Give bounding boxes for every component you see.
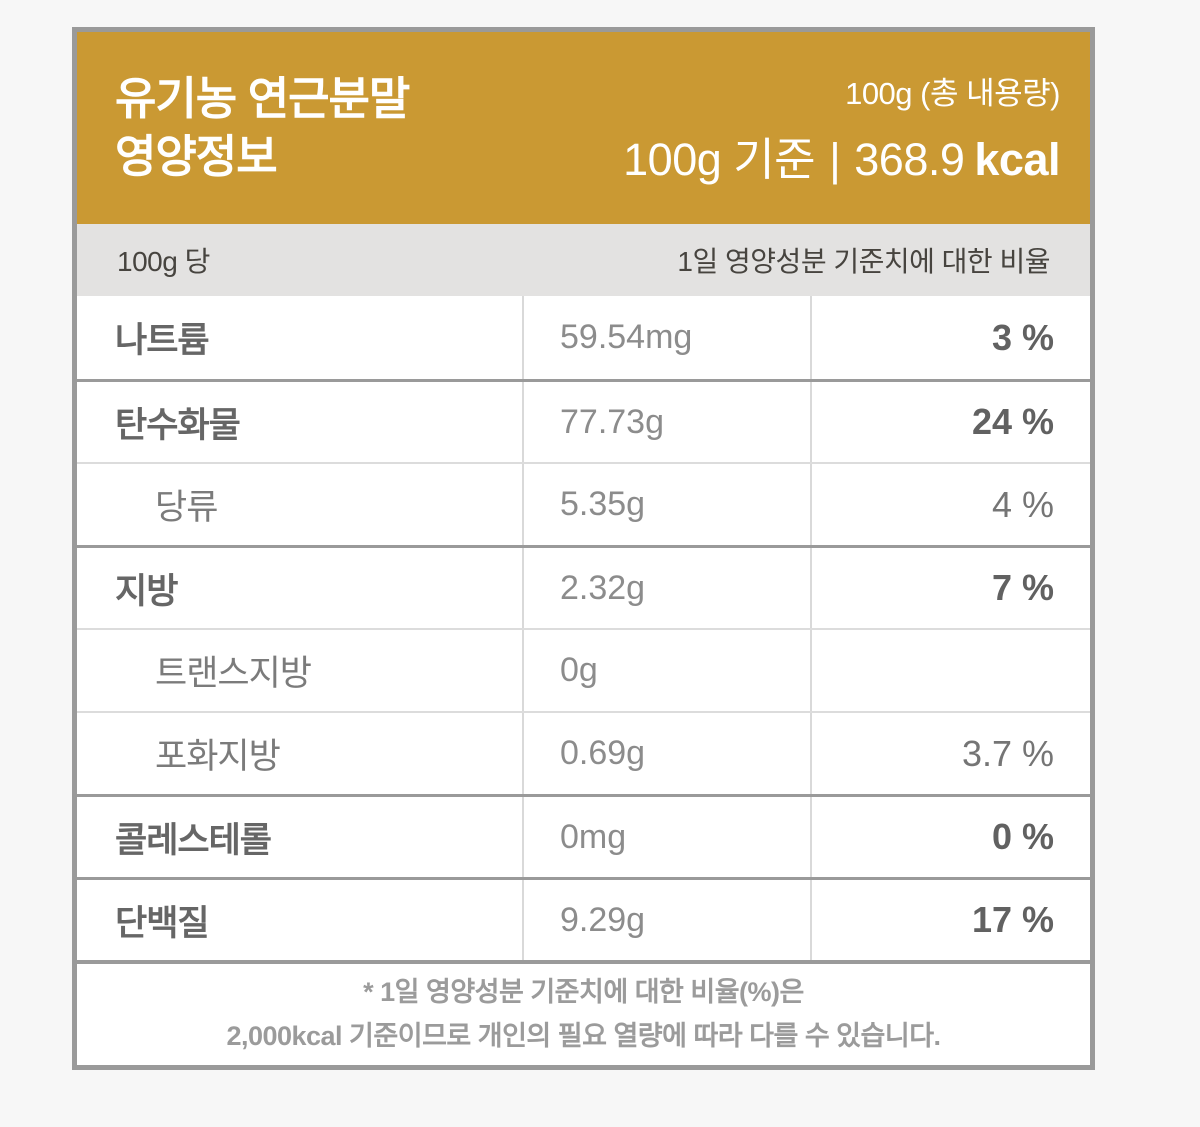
table-row-cholesterol: 콜레스테롤 0mg 0 % xyxy=(77,794,1090,877)
nutrient-amount: 2.32g xyxy=(522,548,810,628)
nutrient-name: 지방 xyxy=(115,571,178,611)
product-title-line1: 유기농 연근분말 xyxy=(115,72,410,124)
table-row-fat: 지방 2.32g 7 % xyxy=(77,545,1090,628)
table-row-sodium: 나트륨 59.54mg 3 % xyxy=(77,296,1090,379)
table-row-sugars: 당류 5.35g 4 % xyxy=(77,462,1090,545)
nutrient-name: 트랜스지방 xyxy=(155,654,312,693)
nutrient-table: 나트륨 59.54mg 3 % 탄수화물 77.73g 24 % 당류 5.35… xyxy=(77,296,1090,960)
nutrient-dv: 3 % xyxy=(810,296,1090,379)
nutrient-dv: 24 % xyxy=(810,382,1090,462)
nutrient-dv: 3.7 % xyxy=(810,713,1090,794)
kcal-value: 368.9 xyxy=(854,134,965,185)
table-row-trans-fat: 트랜스지방 0g xyxy=(77,628,1090,711)
footnote: * 1일 영양성분 기준치에 대한 비율(%)은 2,000kcal 기준이므로… xyxy=(77,960,1090,1065)
nutrient-amount: 0g xyxy=(522,630,810,711)
divider-bar: | xyxy=(829,134,841,185)
per-amount-label: 100g 당 xyxy=(117,246,210,277)
calorie-line: 100g 기준 | 368.9 kcal xyxy=(623,123,1060,188)
nutrient-amount: 0mg xyxy=(522,797,810,877)
product-title: 유기농 연근분말 영양정보 xyxy=(115,70,410,187)
table-row-protein: 단백질 9.29g 17 % xyxy=(77,877,1090,960)
table-row-carbohydrate: 탄수화물 77.73g 24 % xyxy=(77,379,1090,462)
nutrient-amount: 9.29g xyxy=(522,880,810,960)
nutrient-name: 나트륨 xyxy=(115,321,210,360)
daily-value-title: 1일 영양성분 기준치에 대한 비율 xyxy=(677,246,1050,277)
nutrient-amount: 0.69g xyxy=(522,713,810,794)
nutrient-name: 포화지방 xyxy=(155,737,281,776)
nutrient-name: 콜레스테롤 xyxy=(115,820,272,860)
nutrient-dv: 17 % xyxy=(810,880,1090,960)
nutrient-name: 탄수화물 xyxy=(115,405,241,445)
nutrient-dv: 0 % xyxy=(810,797,1090,877)
nutrient-dv: 7 % xyxy=(810,548,1090,628)
nutrient-name: 단백질 xyxy=(115,903,210,943)
kcal-unit: kcal xyxy=(974,134,1060,185)
footnote-line1: * 1일 영양성분 기준치에 대한 비율(%)은 xyxy=(363,976,804,1007)
label-header: 유기농 연근분말 영양정보 100g (총 내용량) 100g 기준 | 368.9… xyxy=(77,32,1090,224)
table-subheader: 100g 당 1일 영양성분 기준치에 대한 비율 xyxy=(77,224,1090,296)
serving-info: 100g (총 내용량) 100g 기준 | 368.9 kcal xyxy=(623,68,1060,188)
nutrient-amount: 59.54mg xyxy=(522,296,810,379)
table-row-saturated-fat: 포화지방 0.69g 3.7 % xyxy=(77,711,1090,794)
total-amount: 100g (총 내용량) xyxy=(845,76,1060,111)
nutrient-name: 당류 xyxy=(155,488,218,527)
nutrient-dv xyxy=(810,630,1090,711)
nutrient-amount: 5.35g xyxy=(522,464,810,545)
nutrition-label: 유기농 연근분말 영양정보 100g (총 내용량) 100g 기준 | 368.9… xyxy=(72,27,1095,1070)
footnote-line2: 2,000kcal 기준이므로 개인의 필요 열량에 따라 다를 수 있습니다. xyxy=(226,1020,941,1051)
nutrient-dv: 4 % xyxy=(810,464,1090,545)
serving-basis: 100g 기준 xyxy=(623,134,816,185)
product-title-line2: 영양정보 xyxy=(115,131,278,182)
nutrient-amount: 77.73g xyxy=(522,382,810,462)
